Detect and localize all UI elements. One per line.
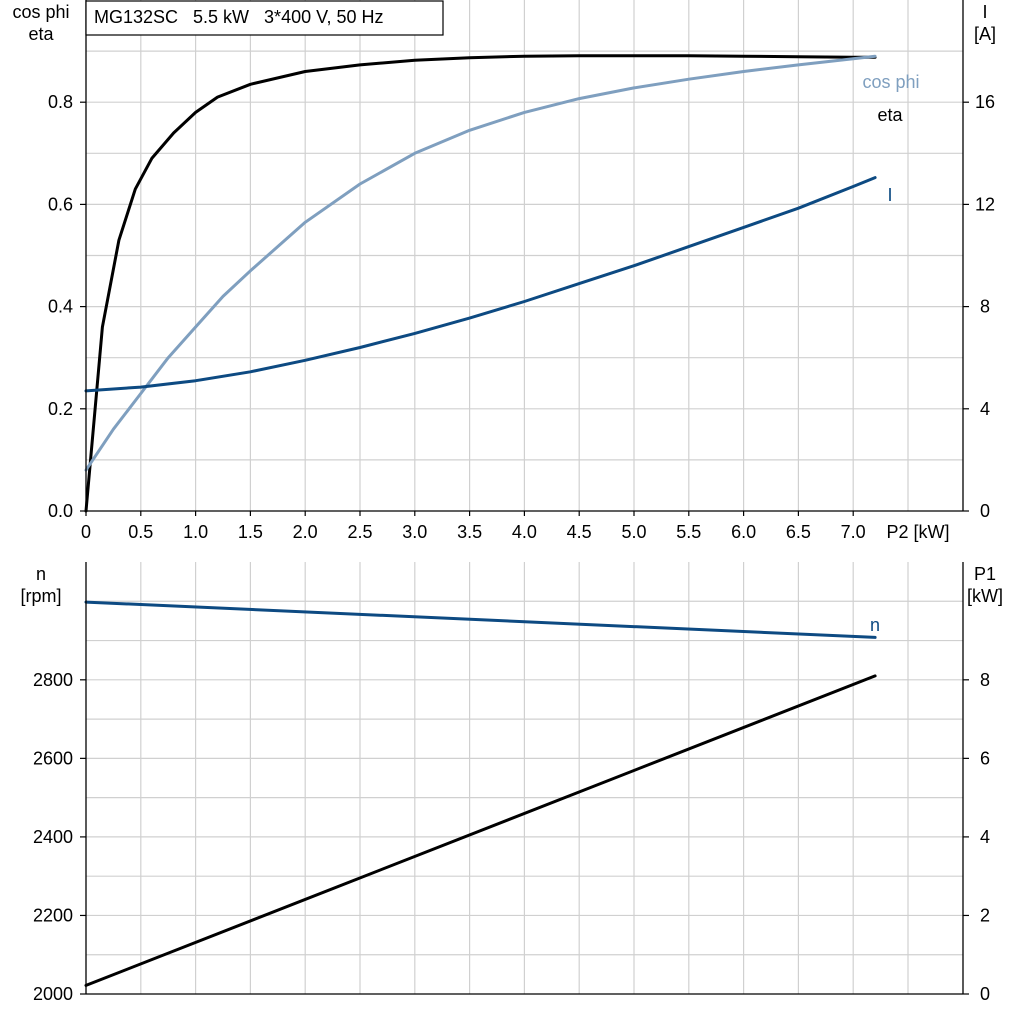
- right-tick-label: 0: [980, 984, 990, 1004]
- series-line-cos-phi: [84, 54, 877, 472]
- bottom-panel-curves: [84, 600, 877, 987]
- x-tick-label: 1.5: [238, 522, 263, 542]
- left-tick-label: 2800: [33, 670, 73, 690]
- left-tick-label: 0.0: [48, 501, 73, 521]
- left-axis-title: [rpm]: [20, 586, 61, 606]
- x-tick-label: 7.0: [841, 522, 866, 542]
- left-axis-title: cos phi: [12, 2, 69, 22]
- top-panel-grid: [86, 0, 963, 511]
- title-box: [85, 0, 444, 36]
- x-tick-label: 3.0: [402, 522, 427, 542]
- right-tick-label: 8: [980, 670, 990, 690]
- top-panel-labels: 0.0 0.2 0.4 0.6 0.8 0 4 8 12 16 0 0.5 1.0 1.5 2.0 2.5 3.…: [12, 2, 996, 542]
- x-tick-label: 4.0: [512, 522, 537, 542]
- left-tick-label: 0.6: [48, 194, 73, 214]
- x-tick-label: 6.5: [786, 522, 811, 542]
- x-tick-label: 5.5: [676, 522, 701, 542]
- x-tick-label: 4.5: [567, 522, 592, 542]
- right-tick-label: 2: [980, 905, 990, 925]
- left-axis-title: n: [36, 564, 46, 584]
- right-tick-label: 6: [980, 748, 990, 768]
- right-axis-title: [kW]: [967, 586, 1003, 606]
- x-tick-label: 3.5: [457, 522, 482, 542]
- x-tick-label: 2.5: [347, 522, 372, 542]
- left-tick-label: 0.2: [48, 399, 73, 419]
- series-label-eta: eta: [877, 105, 903, 125]
- series-line-n: [84, 600, 877, 639]
- left-tick-label: 0.8: [48, 92, 73, 112]
- right-tick-label: 0: [980, 501, 990, 521]
- x-tick-label: 2.0: [293, 522, 318, 542]
- right-axis-title: [A]: [974, 24, 996, 44]
- right-tick-label: 4: [980, 399, 990, 419]
- right-tick-label: 4: [980, 827, 990, 847]
- x-tick-label: 0.5: [128, 522, 153, 542]
- series-label-speed: n: [870, 615, 880, 635]
- series-line-i: [84, 176, 877, 393]
- left-tick-label: 0.4: [48, 297, 73, 317]
- x-tick-label: 0: [81, 522, 91, 542]
- x-axis-label: P2 [kW]: [886, 522, 949, 542]
- left-tick-label: 2000: [33, 984, 73, 1004]
- series-label-cos-phi: cos phi: [862, 72, 919, 92]
- x-tick-label: 5.0: [621, 522, 646, 542]
- left-tick-label: 2400: [33, 827, 73, 847]
- top-panel-axes: [80, 0, 969, 516]
- right-axis-title: P1: [974, 564, 996, 584]
- right-tick-label: 12: [975, 194, 995, 214]
- x-tick-label: 6.0: [731, 522, 756, 542]
- left-tick-label: 2600: [33, 748, 73, 768]
- series-line-p1: [84, 674, 877, 987]
- x-tick-label: 1.0: [183, 522, 208, 542]
- bottom-panel-axes: [80, 562, 969, 995]
- top-panel-curves: [84, 54, 877, 513]
- left-tick-label: 2200: [33, 905, 73, 925]
- title-text: MG132SC 5.5 kW 3*400 V, 50 Hz: [94, 7, 383, 27]
- series-line-eta: [84, 54, 877, 513]
- series-label-current: I: [887, 185, 892, 205]
- right-tick-label: 16: [975, 92, 995, 112]
- left-axis-title: eta: [28, 24, 54, 44]
- right-axis-title: I: [982, 2, 987, 22]
- right-tick-label: 8: [980, 297, 990, 317]
- bottom-panel-grid: [86, 562, 963, 994]
